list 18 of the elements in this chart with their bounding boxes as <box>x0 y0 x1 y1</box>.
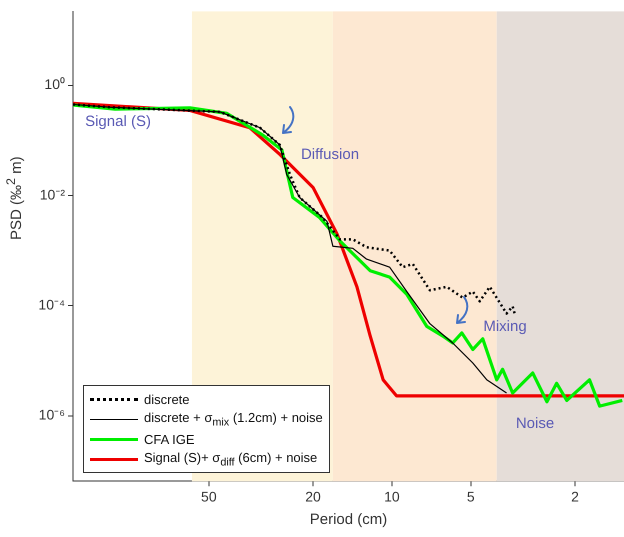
x-tick-label: 2 <box>571 488 580 504</box>
y-tick-label: 10⁻⁴ <box>38 296 65 313</box>
annotation: Diffusion <box>300 146 360 164</box>
x-tick-label: 5 <box>466 488 475 504</box>
legend-label: Signal (S)+ σ$_{diff}$ (6cm) + noise <box>144 450 318 468</box>
legend-label: CFA IGE <box>144 432 195 447</box>
y-tick-label: 10⁻⁶ <box>38 406 65 423</box>
y-tick-label: 10⁰ <box>44 76 65 92</box>
x-tick-label: 50 <box>201 488 217 504</box>
legend-label: discrete + σ$_{mix}$ (1.2cm) + noise <box>144 410 323 428</box>
x-axis-title: Period (cm) <box>310 511 388 528</box>
annotation: Noise <box>516 415 554 432</box>
legend-label: discrete <box>144 392 190 407</box>
annotation: Signal (S) <box>85 113 151 130</box>
y-tick-label: 10⁻² <box>40 186 66 202</box>
x-tick-label: 10 <box>384 488 400 504</box>
annotation: Mixing <box>483 318 527 336</box>
x-tick-label: 20 <box>305 488 322 504</box>
